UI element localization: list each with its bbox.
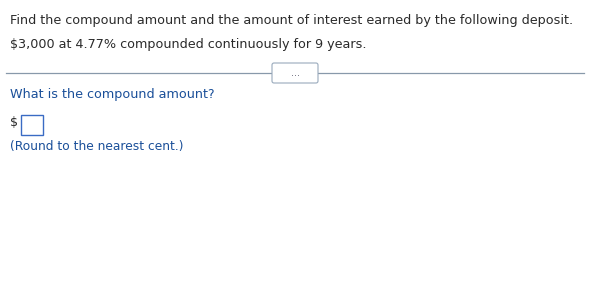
Text: What is the compound amount?: What is the compound amount?: [10, 88, 215, 101]
Text: $: $: [10, 116, 18, 129]
Text: ...: ...: [290, 69, 300, 78]
FancyBboxPatch shape: [272, 63, 318, 83]
Text: (Round to the nearest cent.): (Round to the nearest cent.): [10, 140, 183, 153]
Text: $3,000 at 4.77% compounded continuously for 9 years.: $3,000 at 4.77% compounded continuously …: [10, 38, 366, 51]
FancyBboxPatch shape: [21, 115, 43, 135]
Text: Find the compound amount and the amount of interest earned by the following depo: Find the compound amount and the amount …: [10, 14, 573, 27]
